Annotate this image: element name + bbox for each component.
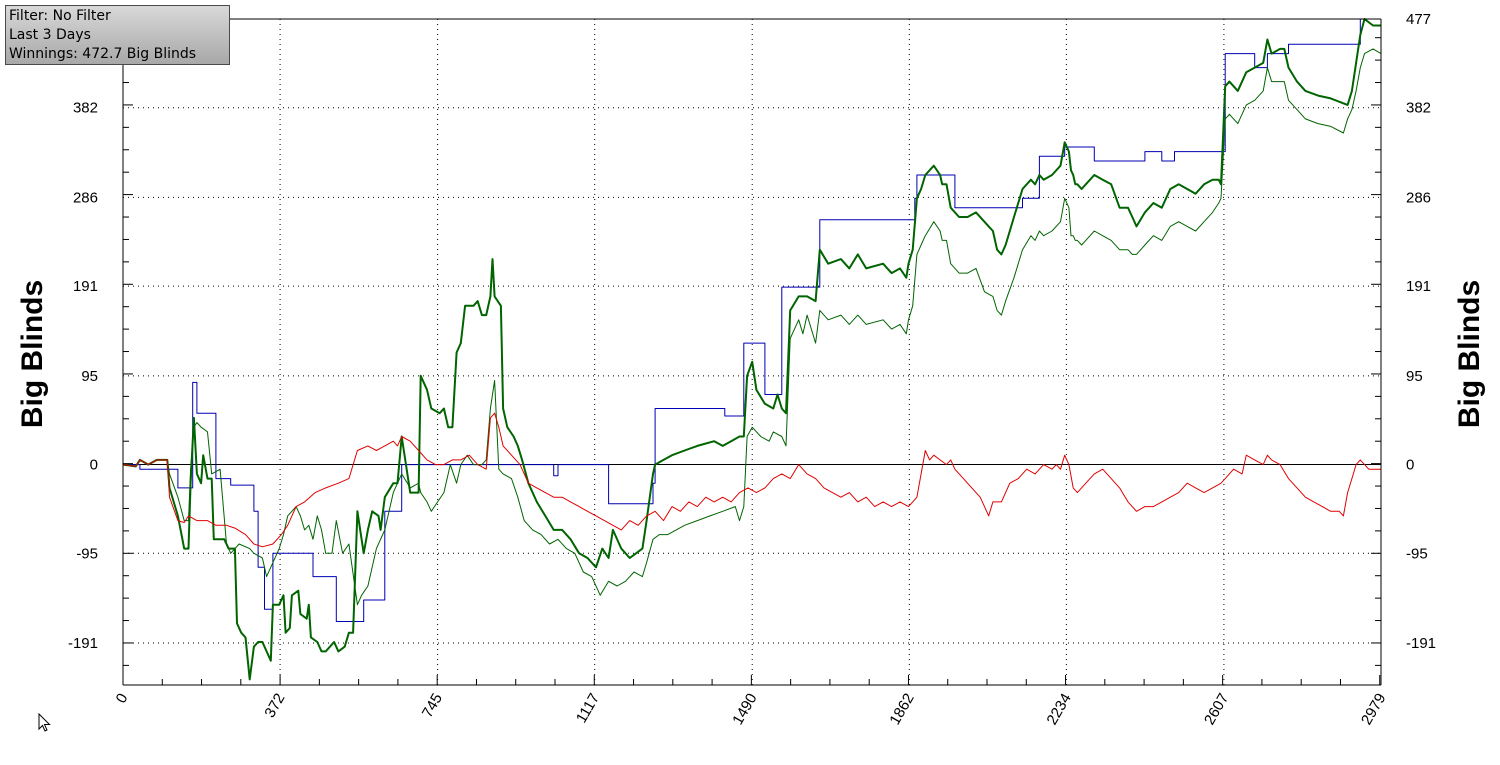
x-tick-label: 372: [261, 691, 288, 721]
series-line-1: [122, 18, 1381, 681]
x-tick-label: 1862: [886, 691, 917, 728]
y-tick-label-left: -95: [76, 545, 98, 562]
y-axis-label-left: Big Blinds: [16, 279, 49, 429]
y-tick-label-right: 95: [1406, 368, 1423, 385]
mouse-cursor-icon: [38, 713, 51, 732]
y-tick-label-left: -191: [68, 635, 98, 652]
y-tick-label-right: -191: [1406, 635, 1436, 652]
y-axis-label-right: Big Blinds: [1453, 279, 1486, 429]
y-tick-label-right: 0: [1406, 457, 1414, 474]
series-line-3: [122, 412, 1381, 548]
x-tick-label: 1490: [729, 691, 760, 728]
x-tick-label: 2234: [1043, 691, 1074, 728]
x-tick-label: 2979: [1358, 691, 1389, 728]
winnings-label: Winnings: 472.7 Big Blinds: [9, 46, 197, 62]
y-tick-label-right: 382: [1406, 100, 1431, 117]
plot-area: [123, 19, 1381, 685]
series-layer: [122, 18, 1382, 681]
series-line-2: [122, 48, 1382, 606]
x-tick-label: 2607: [1201, 691, 1232, 728]
filter-info-box: Filter: No Filter Last 3 Days Winnings: …: [5, 5, 230, 65]
series-line-0: [123, 18, 1381, 622]
y-tick-label-left: 286: [73, 189, 98, 206]
y-tick-label-left: 95: [81, 368, 98, 385]
x-tick-label: 745: [419, 691, 446, 721]
y-tick-label-right: 286: [1406, 189, 1431, 206]
x-tick-labels: 0 372 745 1117 1490 1862 2234 2607 2979: [113, 691, 1390, 728]
y-tick-label-left: 0: [90, 457, 98, 474]
x-tick-label: 0: [113, 691, 132, 707]
right-y-tick-labels: -191 -95 0 95 191 286 382 477: [1406, 11, 1436, 652]
period-label: Last 3 Days: [9, 27, 91, 43]
x-tick-label: 1117: [573, 691, 603, 726]
y-tick-label-left: 382: [73, 100, 98, 117]
axes: [122, 18, 1382, 686]
y-tick-label-right: 477: [1406, 11, 1431, 28]
y-tick-label-left: 191: [73, 278, 98, 295]
grid-lines: [123, 19, 1381, 685]
filter-label: Filter: No Filter: [9, 8, 111, 24]
y-tick-label-right: -95: [1406, 545, 1428, 562]
y-tick-label-right: 191: [1406, 278, 1431, 295]
